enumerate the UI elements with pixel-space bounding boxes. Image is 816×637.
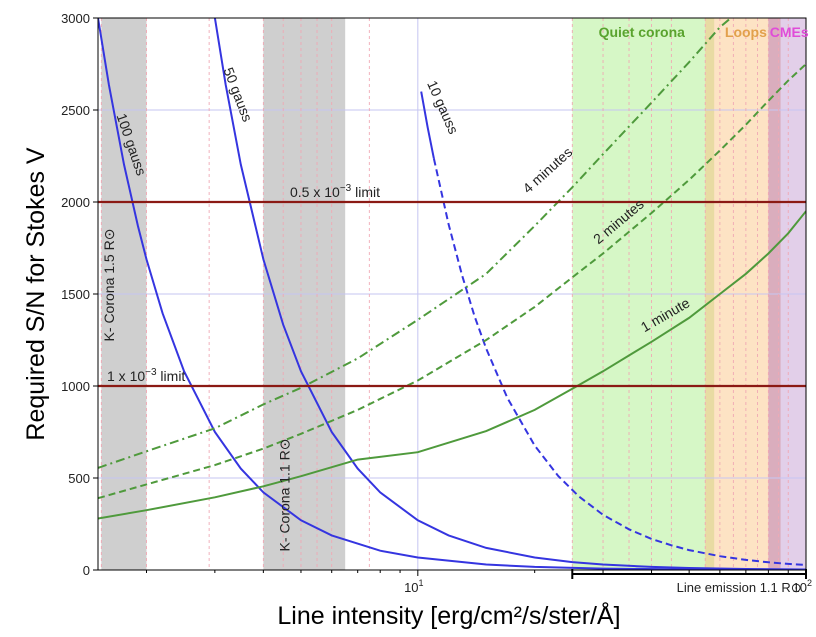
y-tick-label: 2500 [61,103,90,118]
cmes-label: CMEs [770,24,809,40]
series-line-50-gauss-1 [213,18,806,570]
k-corona-15-label: K- Corona 1.5 R⊙ [101,229,117,342]
y-tick-label: 0 [83,563,90,578]
quiet-corona-label: Quiet corona [599,24,686,40]
series-line-1-minute-4 [98,210,806,520]
series-line-10-gauss-2 [420,91,435,159]
x-tick-label: 101 [404,578,423,595]
k-corona-11-label: K- Corona 1.1 R⊙ [276,439,292,552]
series-line-10-gauss-3 [432,158,806,566]
line-emission-label: Line emission 1.1 R⊙ [677,580,802,595]
axes-frame: 0 500 1000 1500 2000 2500 3000 101 102 [61,11,812,595]
y-tick-label: 1000 [61,379,90,394]
series-line-4-minutes-6 [98,18,732,469]
series-curves [98,18,806,570]
series-line-100-gauss-0 [98,18,806,570]
series-label: 10 gauss [424,78,462,136]
y-tick-label: 500 [68,471,90,486]
series-label: 4 minutes [519,144,575,197]
y-tick-label: 1500 [61,287,90,302]
limit-label-1000: 1 x 10−3 limit [107,367,185,384]
x-axis-title: Line intensity [erg/cm²/s/ster/Å] [277,600,620,630]
series-line-2-minutes-5 [98,63,806,500]
limit-lines [98,200,806,388]
y-axis-title: Required S/N for Stokes V [22,147,50,441]
loops-label: Loops [725,24,767,40]
y-tick-label: 2000 [61,195,90,210]
series-label: 50 gauss [220,65,255,124]
y-tick-label: 3000 [61,11,90,26]
limit-label-2000: 0.5 x 10−3 limit [290,183,380,200]
x-tick-label: 102 [793,578,812,595]
